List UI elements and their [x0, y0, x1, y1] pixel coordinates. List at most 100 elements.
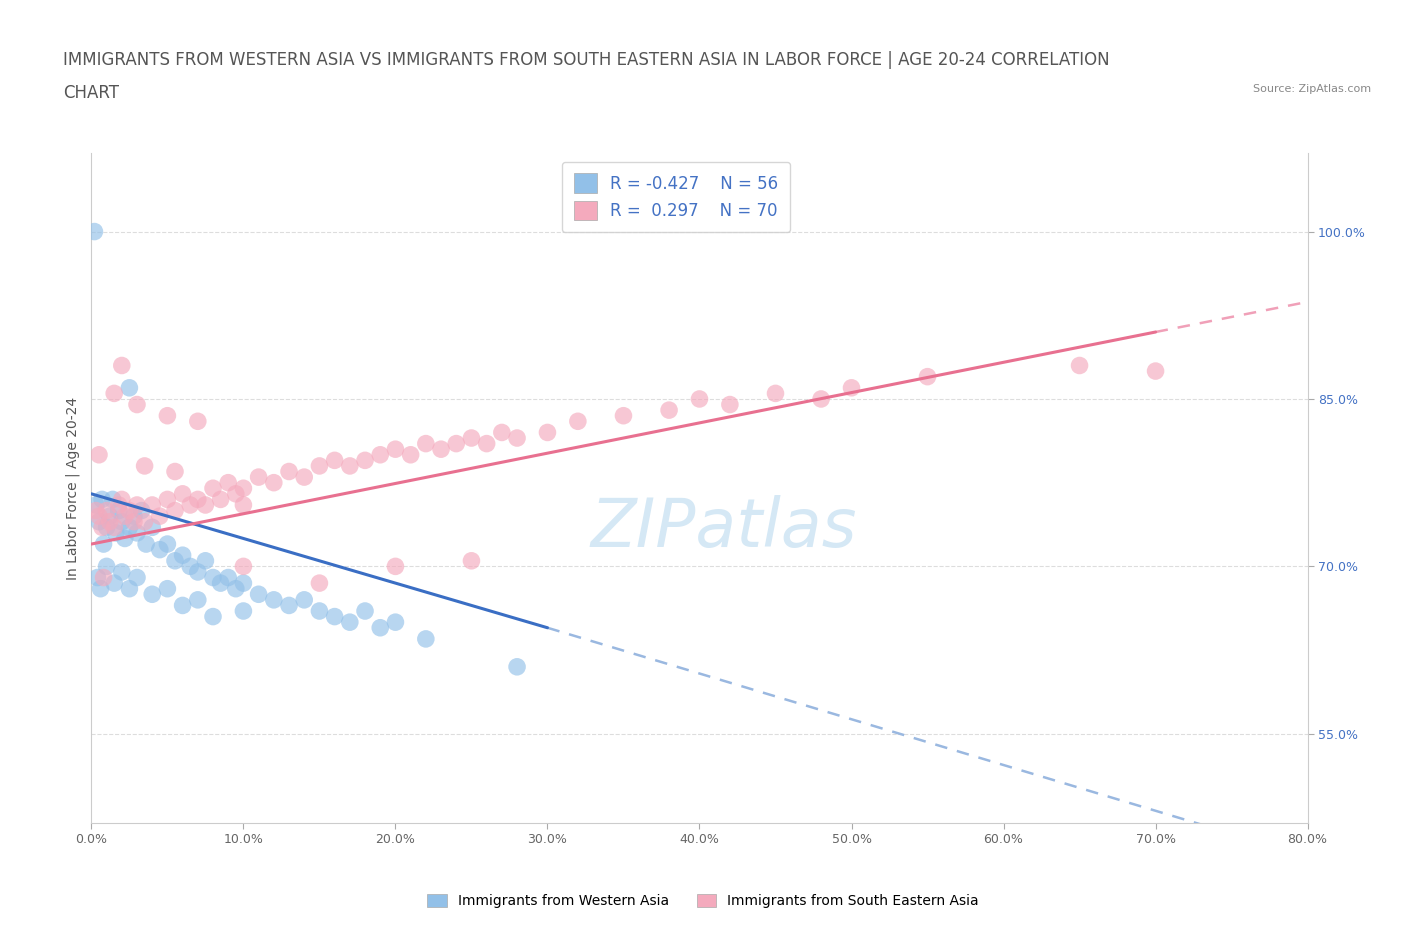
Point: [415, 436, 437, 451]
Text: ZIPatlas: ZIPatlas: [591, 496, 858, 562]
Point: [101, 492, 124, 507]
Point: [368, 620, 391, 635]
Point: [111, 565, 134, 579]
Point: [87, 509, 110, 524]
Point: [506, 431, 529, 445]
Point: [118, 380, 141, 395]
Point: [187, 565, 209, 579]
Point: [125, 570, 148, 585]
Point: [96, 520, 118, 535]
Point: [172, 548, 194, 563]
Point: [91, 520, 114, 535]
Point: [841, 380, 863, 395]
Point: [163, 553, 186, 568]
Point: [96, 503, 118, 518]
Point: [87, 514, 110, 529]
Point: [104, 525, 127, 540]
Point: [354, 453, 377, 468]
Point: [232, 576, 254, 591]
Point: [84, 503, 107, 518]
Point: [202, 570, 225, 585]
Point: [98, 514, 121, 529]
Legend: Immigrants from Western Asia, Immigrants from South Eastern Asia: Immigrants from Western Asia, Immigrants…: [422, 888, 984, 914]
Point: [810, 392, 832, 406]
Point: [187, 414, 209, 429]
Point: [179, 559, 201, 574]
Point: [292, 592, 315, 607]
Point: [247, 470, 270, 485]
Point: [339, 458, 361, 473]
Point: [475, 436, 498, 451]
Point: [384, 442, 406, 457]
Point: [156, 408, 179, 423]
Point: [91, 492, 114, 507]
Point: [135, 537, 157, 551]
Point: [491, 425, 513, 440]
Point: [368, 447, 391, 462]
Point: [658, 403, 681, 418]
Point: [506, 659, 529, 674]
Point: [141, 587, 163, 602]
Point: [96, 559, 118, 574]
Point: [103, 520, 125, 535]
Point: [103, 576, 125, 591]
Point: [308, 458, 330, 473]
Point: [384, 615, 406, 630]
Point: [917, 369, 939, 384]
Point: [83, 224, 105, 239]
Point: [718, 397, 741, 412]
Legend: R = -0.427    N = 56, R =  0.297    N = 70: R = -0.427 N = 56, R = 0.297 N = 70: [562, 162, 790, 232]
Point: [93, 570, 115, 585]
Text: IMMIGRANTS FROM WESTERN ASIA VS IMMIGRANTS FROM SOUTH EASTERN ASIA IN LABOR FORC: IMMIGRANTS FROM WESTERN ASIA VS IMMIGRAN…: [63, 51, 1109, 69]
Point: [172, 598, 194, 613]
Point: [134, 514, 156, 529]
Point: [209, 576, 232, 591]
Point: [141, 498, 163, 512]
Point: [217, 475, 239, 490]
Point: [141, 520, 163, 535]
Point: [98, 509, 121, 524]
Point: [1144, 364, 1167, 379]
Point: [87, 447, 110, 462]
Point: [134, 458, 156, 473]
Point: [292, 470, 315, 485]
Point: [114, 509, 136, 524]
Point: [536, 425, 558, 440]
Point: [111, 514, 134, 529]
Point: [225, 581, 247, 596]
Point: [399, 447, 422, 462]
Point: [202, 609, 225, 624]
Point: [84, 498, 107, 512]
Point: [278, 598, 301, 613]
Point: [131, 503, 153, 518]
Point: [202, 481, 225, 496]
Point: [225, 486, 247, 501]
Point: [384, 559, 406, 574]
Point: [460, 431, 482, 445]
Point: [89, 581, 111, 596]
Point: [114, 531, 136, 546]
Point: [323, 609, 346, 624]
Point: [308, 604, 330, 618]
Point: [232, 559, 254, 574]
Point: [194, 553, 217, 568]
Point: [354, 604, 377, 618]
Point: [149, 542, 172, 557]
Point: [163, 503, 186, 518]
Point: [122, 509, 145, 524]
Point: [263, 475, 285, 490]
Point: [118, 503, 141, 518]
Point: [125, 498, 148, 512]
Point: [156, 581, 179, 596]
Point: [103, 386, 125, 401]
Point: [232, 481, 254, 496]
Point: [86, 570, 108, 585]
Point: [118, 581, 141, 596]
Point: [323, 453, 346, 468]
Text: Source: ZipAtlas.com: Source: ZipAtlas.com: [1253, 84, 1371, 94]
Point: [125, 525, 148, 540]
Text: CHART: CHART: [63, 84, 120, 101]
Point: [217, 570, 239, 585]
Point: [415, 631, 437, 646]
Point: [247, 587, 270, 602]
